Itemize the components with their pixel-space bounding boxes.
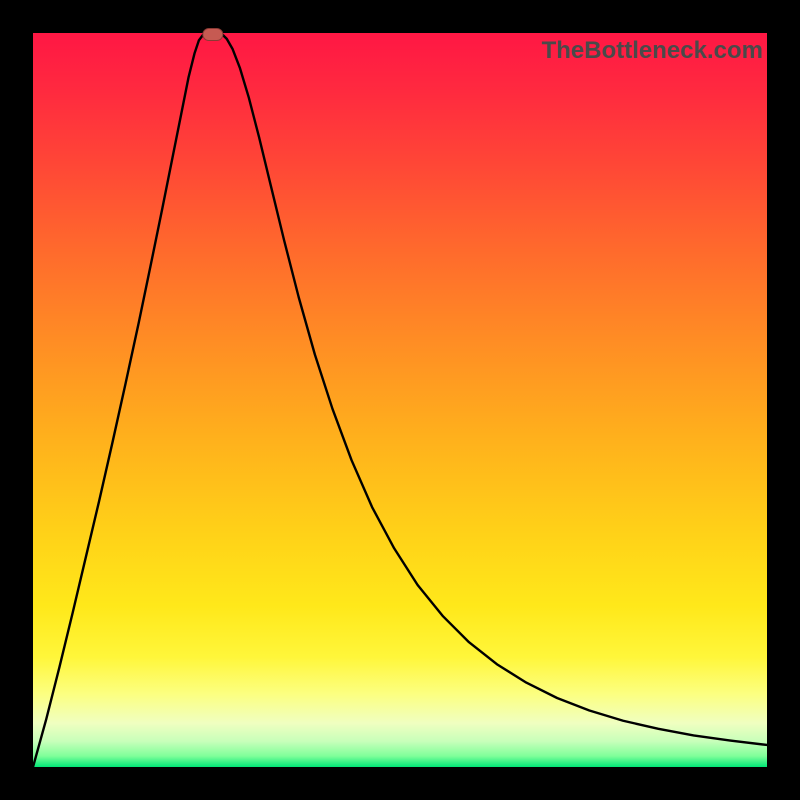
watermark-text: TheBottleneck.com xyxy=(542,37,763,65)
plot-area: TheBottleneck.com xyxy=(33,33,767,767)
chart-marker xyxy=(33,33,767,767)
watermark-label: TheBottleneck.com xyxy=(542,37,763,64)
